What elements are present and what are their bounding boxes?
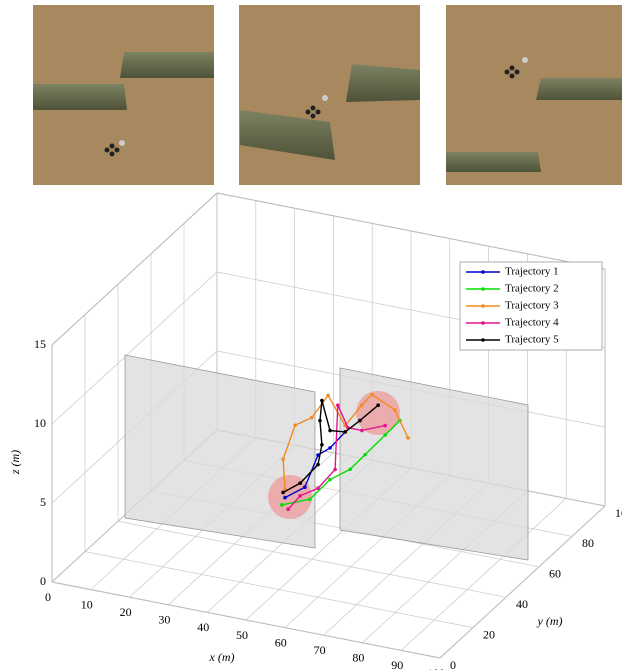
y-tick-label: 100	[615, 506, 622, 520]
trajectory-point	[326, 394, 330, 398]
y-tick-label: 20	[483, 627, 495, 641]
trajectory-point	[343, 430, 347, 434]
grid-line	[52, 582, 440, 658]
trajectory-point	[286, 507, 290, 511]
x-tick-label: 20	[120, 605, 132, 619]
y-tick-label: 80	[582, 536, 594, 550]
trajectory-point	[383, 433, 387, 437]
legend-marker	[481, 321, 485, 325]
photo-2	[239, 5, 420, 185]
trajectory-point	[293, 423, 297, 427]
legend-label: Trajectory 5	[505, 334, 559, 346]
legend-label: Trajectory 2	[505, 283, 559, 295]
trajectory-point	[316, 486, 320, 490]
trajectory-point	[360, 429, 364, 433]
y-tick-label: 60	[549, 567, 561, 581]
trajectory-point	[298, 494, 302, 498]
trajectory-point	[358, 419, 362, 423]
legend-marker	[481, 304, 485, 308]
x-tick-label: 90	[391, 658, 403, 670]
legend-label: Trajectory 1	[505, 266, 559, 278]
trajectory-point	[310, 416, 314, 420]
photo-3	[446, 5, 622, 185]
trajectory-point	[280, 503, 284, 507]
trajectory-point	[406, 436, 410, 440]
walls	[125, 355, 528, 560]
x-tick-label: 80	[352, 651, 364, 665]
y-tick-label: 0	[450, 658, 456, 670]
trajectory-point	[316, 463, 320, 467]
trajectory-point	[328, 429, 332, 433]
figure: Trajectory 1 Trajectory 2 Trajectory 3 Traj…	[0, 0, 622, 670]
legend: Trajectory 1 Trajectory 2 Trajectory 3 Traj…	[460, 262, 602, 350]
grid-line	[85, 552, 473, 628]
x-tick-label: 0	[45, 590, 51, 604]
x-tick-label: 30	[158, 613, 170, 627]
trajectory-point	[318, 419, 322, 423]
trajectory-point	[336, 403, 340, 407]
z-tick-label: 15	[34, 337, 46, 351]
trajectory-point	[320, 399, 324, 403]
trajectory-point	[383, 424, 387, 428]
trajectory-point	[320, 443, 324, 447]
trajectory-point	[281, 491, 285, 495]
x-tick-label: 50	[236, 628, 248, 642]
trajectory-point	[303, 485, 307, 489]
trajectory-point	[328, 478, 332, 482]
trajectory-point	[370, 393, 374, 397]
legend-label: Trajectory 4	[505, 317, 559, 329]
trajectory-point	[281, 457, 285, 461]
trajectory-point	[333, 468, 337, 472]
trajectory-point	[348, 467, 352, 471]
x-tick-label: 60	[275, 635, 287, 649]
y-axis-label: y (m)	[537, 614, 563, 628]
z-tick-label: 0	[40, 574, 46, 588]
trajectory-point	[363, 453, 367, 457]
legend-marker	[481, 338, 485, 342]
trajectory-point	[308, 497, 312, 501]
trajectory-point	[328, 446, 332, 450]
trajectory-point	[283, 496, 287, 500]
legend-marker	[481, 270, 485, 274]
legend-label: Trajectory 3	[505, 300, 559, 312]
grid-line	[52, 193, 217, 345]
x-tick-label: 40	[197, 620, 209, 634]
x-tick-label: 100	[427, 666, 445, 670]
legend-marker	[481, 287, 485, 291]
y-tick-label: 40	[516, 597, 528, 611]
z-axis-label: z (m)	[8, 450, 22, 475]
trajectory-point	[376, 403, 380, 407]
x-tick-label: 10	[81, 597, 93, 611]
x-axis-label: x (m)	[209, 650, 235, 664]
photo-1	[33, 5, 214, 185]
trajectory-point	[393, 408, 397, 412]
trajectory-point	[360, 403, 364, 407]
z-tick-label: 5	[40, 495, 46, 509]
z-tick-label: 10	[34, 416, 46, 430]
x-tick-label: 70	[314, 643, 326, 657]
trajectory-point	[298, 481, 302, 485]
